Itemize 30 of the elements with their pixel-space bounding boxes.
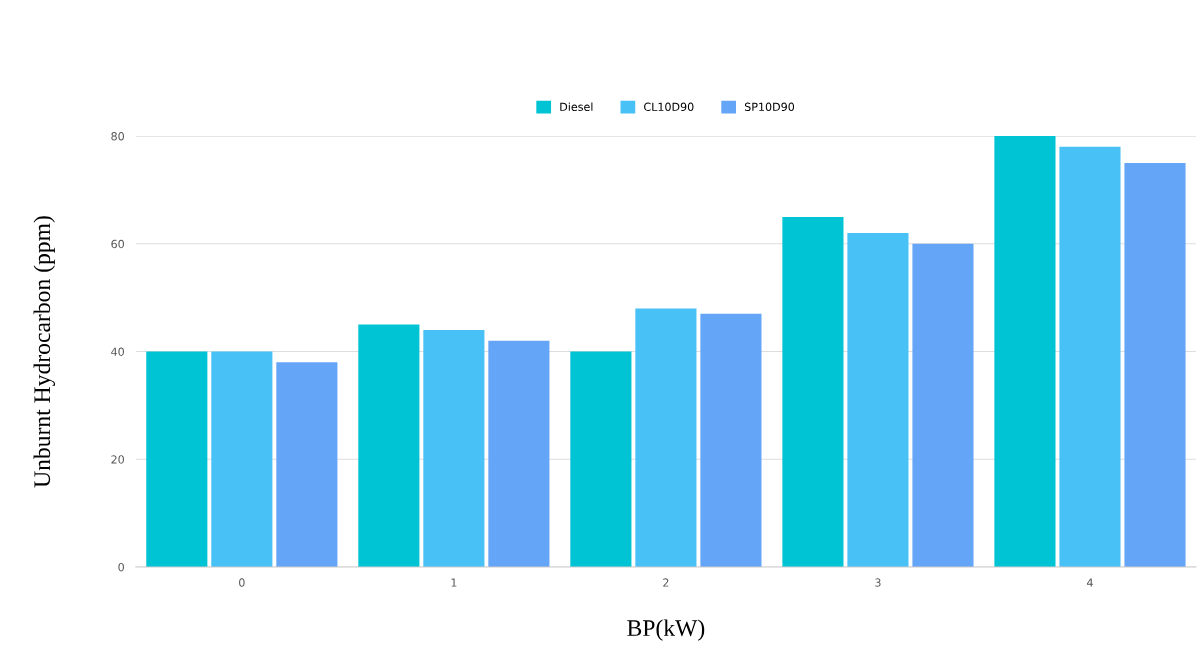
- bar: [1124, 163, 1186, 567]
- x-tick-label: 4: [1086, 578, 1093, 587]
- x-tick-label: 1: [451, 578, 457, 587]
- y-tick-label: 60: [111, 239, 124, 249]
- x-tick-label: 3: [875, 578, 881, 587]
- bar: [423, 329, 485, 567]
- bar: [700, 313, 762, 567]
- bar: [1059, 146, 1121, 567]
- bar: [847, 233, 909, 567]
- x-tick-label: 2: [663, 578, 669, 587]
- bar: [211, 351, 273, 567]
- y-axis-title: Unburnt Hydrocarbon (ppm): [33, 216, 56, 488]
- bar: [488, 340, 550, 567]
- y-tick-label: 40: [111, 347, 124, 356]
- bar: [994, 136, 1056, 567]
- y-tick-label: 80: [111, 132, 124, 141]
- legend-label: CL10D90: [644, 102, 694, 111]
- bar: [146, 351, 208, 567]
- bar: [912, 243, 974, 567]
- bar: [782, 216, 844, 567]
- x-tick-label: 0: [239, 578, 245, 587]
- bar: [276, 362, 338, 567]
- legend-label: SP10D90: [744, 102, 795, 111]
- bar: [358, 324, 420, 567]
- y-tick-label: 0: [118, 562, 124, 572]
- bar: [635, 308, 697, 567]
- legend-label: Diesel: [560, 102, 593, 111]
- y-tick-label: 20: [111, 455, 124, 464]
- x-axis-title: BP(kW): [627, 619, 705, 641]
- bar: [570, 351, 632, 567]
